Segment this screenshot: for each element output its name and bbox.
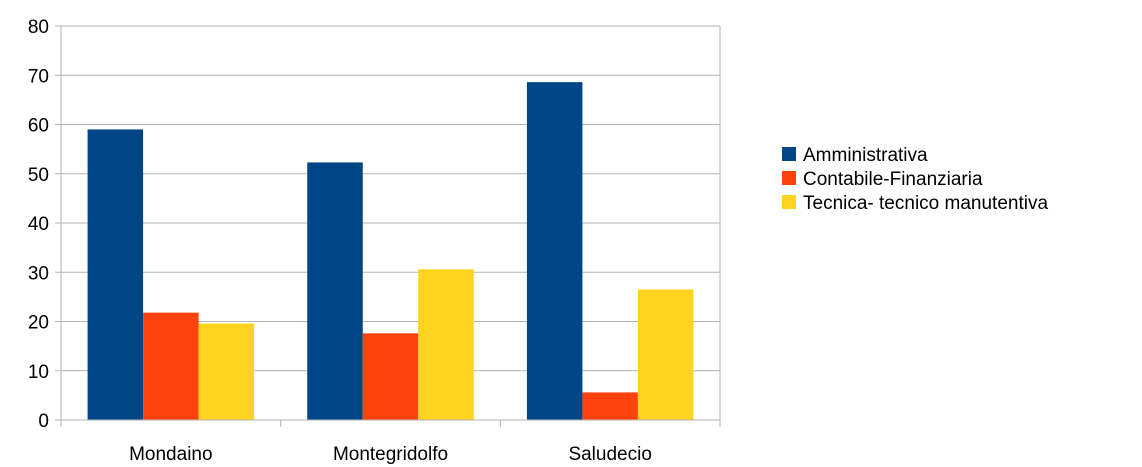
- legend-label: Tecnica- tecnico manutentiva: [803, 193, 1048, 214]
- y-tick-label: 80: [28, 17, 49, 38]
- y-tick-label: 10: [28, 362, 49, 383]
- y-tick-label: 70: [28, 66, 49, 87]
- legend-swatch: [782, 195, 796, 209]
- x-tick-label: Mondaino: [129, 444, 212, 465]
- bar-tecnica-tecnico-manutentiva-mondaino: [198, 323, 255, 420]
- y-tick-label: 50: [28, 165, 49, 186]
- y-tick-label: 30: [28, 263, 49, 284]
- legend-swatch: [782, 147, 796, 161]
- legend-label: Amministrativa: [803, 145, 928, 166]
- y-tick-label: 0: [38, 411, 49, 432]
- legend-label: Contabile-Finanziaria: [803, 169, 983, 190]
- axes: 0 10 20 30 40 50 60 70 80 Mondaino Montegridolfo Sa…: [28, 17, 721, 465]
- bars: [87, 82, 694, 421]
- legend: Amministrativa Contabile-Finanziaria Tecni…: [782, 145, 1048, 214]
- y-tick-label: 20: [28, 313, 49, 334]
- bar-amministrativa-montegridolfo: [307, 162, 363, 421]
- bar-amministrativa-mondaino: [87, 129, 144, 421]
- bar-contabile-finanziaria-mondaino: [143, 312, 199, 420]
- bar-amministrativa-saludecio: [526, 82, 583, 421]
- legend-swatch: [782, 171, 796, 185]
- x-tick-label: Montegridolfo: [333, 444, 448, 465]
- x-tick-label: Saludecio: [568, 444, 651, 465]
- bar-contabile-finanziaria-montegridolfo: [362, 333, 419, 420]
- bar-tecnica-tecnico-manutentiva-montegridolfo: [418, 269, 474, 420]
- y-tick-label: 60: [28, 116, 49, 137]
- bar-tecnica-tecnico-manutentiva-saludecio: [637, 289, 694, 420]
- y-tick-label: 40: [28, 214, 49, 235]
- bar-contabile-finanziaria-saludecio: [582, 392, 638, 420]
